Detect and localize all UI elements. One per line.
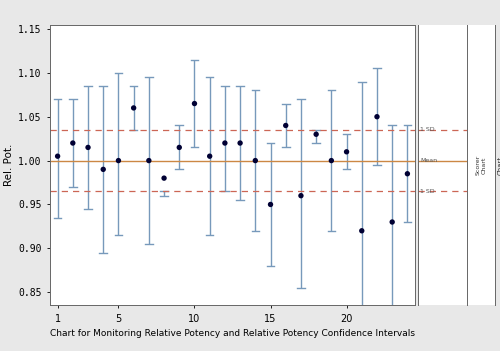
Point: [130, 105, 138, 111]
Point: [84, 145, 92, 150]
Point: [145, 158, 153, 163]
Point: [266, 201, 274, 207]
Point: [342, 149, 350, 154]
Point: [69, 140, 77, 146]
Point: [373, 114, 381, 119]
Point: [388, 219, 396, 225]
X-axis label: Chart for Monitoring Relative Potency and Relative Potency Confidence Intervals: Chart for Monitoring Relative Potency an…: [50, 329, 415, 338]
Point: [54, 153, 62, 159]
Text: Mean: Mean: [420, 158, 437, 163]
Point: [282, 122, 290, 128]
Point: [404, 171, 411, 177]
Point: [176, 145, 184, 150]
Text: Scorer
Chart: Scorer Chart: [491, 154, 500, 176]
Point: [221, 140, 229, 146]
Point: [328, 158, 336, 163]
Y-axis label: Rel. Pot.: Rel. Pot.: [4, 144, 14, 186]
Point: [312, 131, 320, 137]
Point: [236, 140, 244, 146]
Point: [297, 193, 305, 199]
Text: 1 SD: 1 SD: [420, 189, 434, 194]
Point: [99, 166, 107, 172]
Point: [206, 153, 214, 159]
Point: [160, 176, 168, 181]
Point: [358, 228, 366, 233]
Point: [114, 158, 122, 163]
Text: Scorer
Chart: Scorer Chart: [476, 155, 486, 175]
Point: [190, 101, 198, 106]
Text: 1 SD: 1 SD: [420, 127, 434, 132]
Point: [252, 158, 260, 163]
